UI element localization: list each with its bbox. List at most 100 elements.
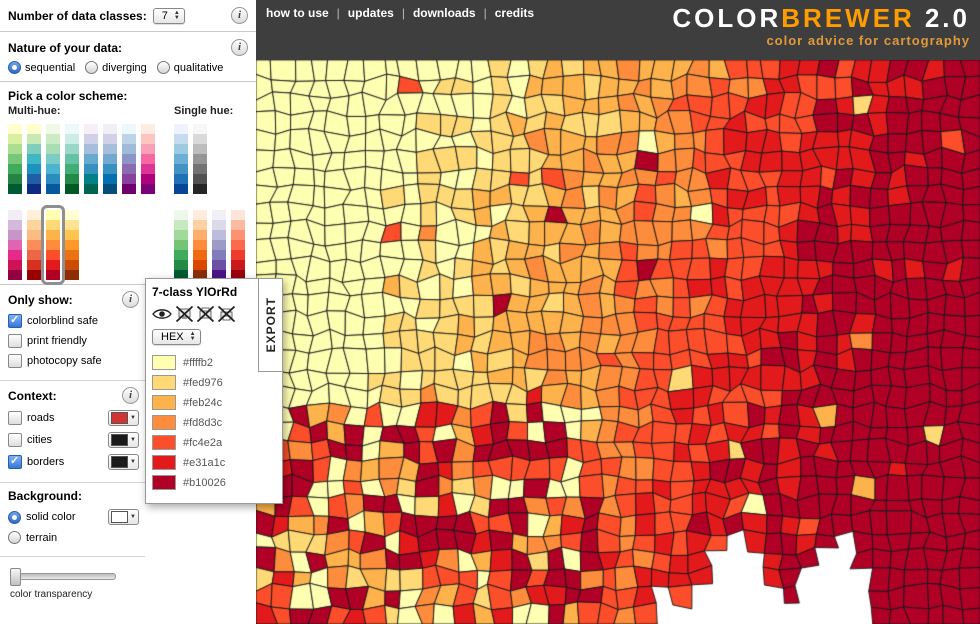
scheme-color-cell xyxy=(65,250,79,260)
logo-version: 2.0 xyxy=(924,3,970,33)
scheme-YlOrBr[interactable] xyxy=(65,210,79,280)
checkbox-icon xyxy=(8,454,22,469)
scheme-GnBu[interactable] xyxy=(46,124,60,194)
checkbox-print-friendly[interactable]: print friendly xyxy=(8,334,139,348)
radio-diverging-label: diverging xyxy=(102,61,147,74)
nav-how-to-use[interactable]: how to use xyxy=(266,6,329,20)
roads-color-select[interactable]: ▼ xyxy=(108,410,139,426)
photocopy-crossed-icon[interactable] xyxy=(196,305,215,323)
scheme-color-cell xyxy=(193,184,207,194)
checkbox-roads[interactable]: roads ▼ xyxy=(8,410,139,426)
scheme-BuPu[interactable] xyxy=(122,124,136,194)
checkbox-cities[interactable]: cities ▼ xyxy=(8,432,139,448)
radio-sequential[interactable]: sequential xyxy=(8,61,75,74)
scheme-Purples[interactable] xyxy=(212,210,226,280)
format-select[interactable]: HEX ▲ ▼ xyxy=(152,329,201,345)
roads-label: roads xyxy=(27,412,55,424)
scheme-RdPu[interactable] xyxy=(141,124,155,194)
nav-credits[interactable]: credits xyxy=(494,6,535,20)
scheme-color-cell xyxy=(103,154,117,164)
info-icon[interactable]: i xyxy=(122,291,139,308)
hex-value: #fc4e2a xyxy=(183,436,223,449)
hex-color-row: #b10026 xyxy=(152,475,276,490)
scheme-color-cell xyxy=(122,124,136,134)
transparency-slider[interactable] xyxy=(10,568,116,586)
hex-color-row: #ffffb2 xyxy=(152,355,276,370)
scheme-Greys[interactable] xyxy=(193,124,207,194)
scheme-color-cell xyxy=(46,134,60,144)
nav-downloads[interactable]: downloads xyxy=(412,6,476,20)
scheme-color-cell xyxy=(174,144,188,154)
roads-color-swatch xyxy=(111,412,129,424)
print-crossed-icon[interactable] xyxy=(217,305,236,323)
scheme-color-cell xyxy=(27,134,41,144)
scheme-PuBuGn[interactable] xyxy=(84,124,98,194)
data-classes-section: Number of data classes: 7 ▲ ▼ i xyxy=(0,0,256,32)
checkbox-borders[interactable]: borders ▼ xyxy=(8,454,139,470)
borders-color-select[interactable]: ▼ xyxy=(108,454,139,470)
transparency-slider-handle[interactable] xyxy=(10,568,21,586)
scheme-color-cell xyxy=(65,154,79,164)
scheme-Blues[interactable] xyxy=(174,124,188,194)
photocopy-safe-label: photocopy safe xyxy=(27,355,102,367)
scheme-color-cell xyxy=(174,260,188,270)
color-chip xyxy=(152,375,176,390)
scheme-Reds[interactable] xyxy=(231,210,245,280)
checkbox-colorblind-safe[interactable]: colorblind safe xyxy=(8,313,139,328)
scheme-color-cell xyxy=(103,164,117,174)
scheme-color-cell xyxy=(174,184,188,194)
scheme-PuRd[interactable] xyxy=(8,210,22,280)
radio-diverging[interactable]: diverging xyxy=(85,61,147,74)
scheme-color-cell xyxy=(84,174,98,184)
scheme-Greens[interactable] xyxy=(174,210,188,280)
cities-color-select[interactable]: ▼ xyxy=(108,432,139,448)
radio-icon xyxy=(8,510,21,524)
checkbox-photocopy-safe[interactable]: photocopy safe xyxy=(8,354,139,368)
scheme-color-cell xyxy=(174,164,188,174)
hex-color-row: #fed976 xyxy=(152,375,276,390)
export-tab[interactable]: EXPORT xyxy=(258,278,283,372)
lcd-crossed-icon[interactable] xyxy=(175,305,194,323)
print-friendly-label: print friendly xyxy=(27,335,87,347)
radio-solid-color[interactable]: solid color ▼ xyxy=(8,509,139,525)
scheme-color-cell xyxy=(65,260,79,270)
scheme-color-cell xyxy=(84,124,98,134)
scheme-color-cell xyxy=(46,144,60,154)
scheme-color-cell xyxy=(8,270,22,280)
scheme-color-cell xyxy=(46,124,60,134)
scheme-color-cell xyxy=(174,174,188,184)
scheme-BuGn[interactable] xyxy=(65,124,79,194)
colorblind-safe-eye-icon[interactable] xyxy=(152,307,172,321)
radio-terrain[interactable]: terrain xyxy=(8,531,139,544)
info-icon[interactable]: i xyxy=(231,7,248,24)
color-chip xyxy=(152,415,176,430)
scheme-color-cell xyxy=(65,134,79,144)
background-color-select[interactable]: ▼ xyxy=(108,509,139,525)
scheme-color-cell xyxy=(65,210,79,220)
scheme-YlGn[interactable] xyxy=(8,124,22,194)
info-icon[interactable]: i xyxy=(122,387,139,404)
scheme-color-cell xyxy=(141,144,155,154)
scheme-color-cell xyxy=(231,210,245,220)
scheme-color-cell xyxy=(8,260,22,270)
scheme-color-cell xyxy=(65,240,79,250)
scheme-color-cell xyxy=(103,144,117,154)
scheme-OrRd[interactable] xyxy=(27,210,41,280)
scheme-color-cell xyxy=(8,144,22,154)
nav-updates[interactable]: updates xyxy=(347,6,394,20)
scheme-color-cell xyxy=(8,240,22,250)
scheme-PuBu[interactable] xyxy=(103,124,117,194)
scheme-Oranges[interactable] xyxy=(193,210,207,280)
info-icon[interactable]: i xyxy=(231,39,248,56)
scheme-color-cell xyxy=(141,174,155,184)
radio-qualitative[interactable]: qualitative xyxy=(156,61,223,74)
data-classes-select[interactable]: 7 ▲ ▼ xyxy=(152,7,185,24)
scheme-color-cell xyxy=(174,250,188,260)
scheme-color-cell xyxy=(46,260,60,270)
checkbox-icon xyxy=(8,354,22,368)
scheme-color-cell xyxy=(122,144,136,154)
scheme-YlGnBu[interactable] xyxy=(27,124,41,194)
scheme-color-cell xyxy=(46,230,60,240)
suitability-icons xyxy=(152,305,252,323)
scheme-YlOrRd[interactable] xyxy=(41,205,65,285)
